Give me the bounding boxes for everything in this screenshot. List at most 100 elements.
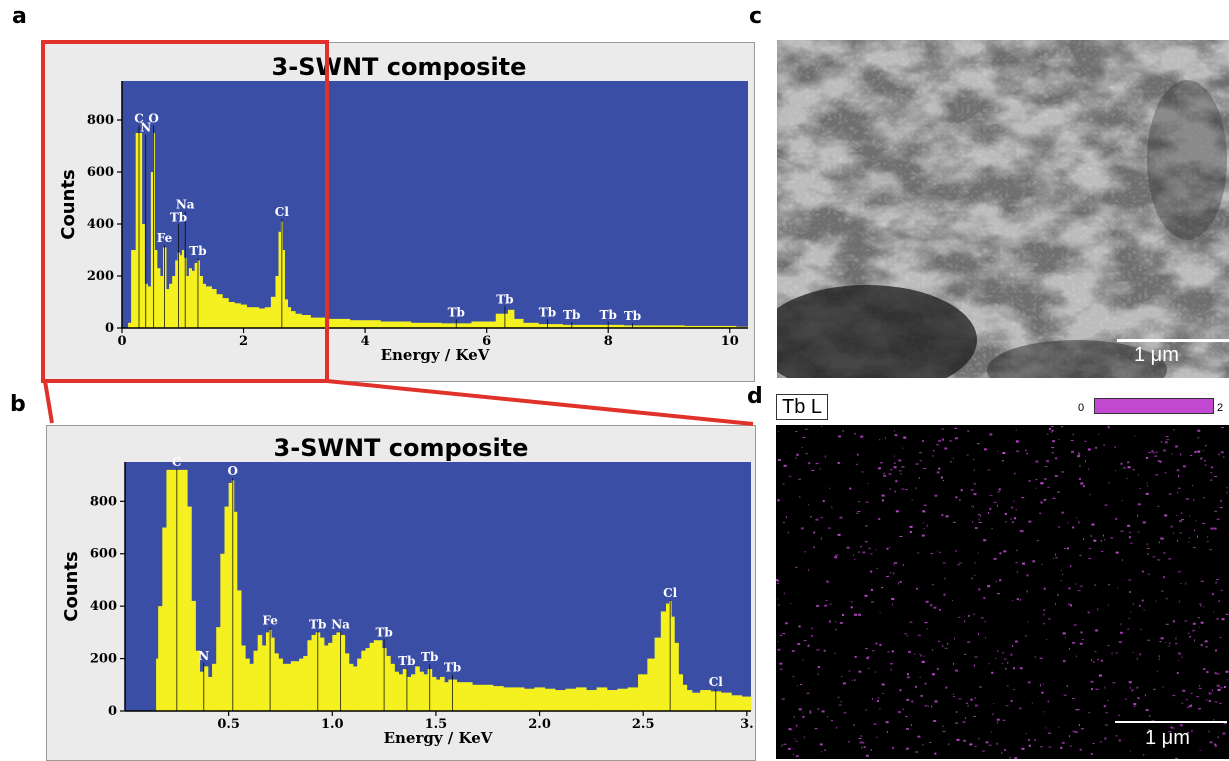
map-dot [796,724,798,727]
zoom-connector-right [326,379,754,426]
map-dot [901,488,905,490]
map-dot [1211,593,1214,596]
map-dot [973,715,977,717]
map-dot [1019,667,1021,670]
map-dot [1091,523,1095,526]
map-dot [1223,685,1226,688]
map-dot [819,743,823,746]
map-dot [979,514,981,517]
map-dot [1143,609,1145,611]
spectrum-bar [311,634,317,711]
map-dot [1188,541,1190,543]
map-dot [1177,487,1181,489]
map-dot [922,522,924,524]
spectrum-bar [402,669,408,711]
map-dot [1077,455,1081,458]
map-dot [1178,474,1180,476]
map-dot [942,644,944,647]
spectrum-bar [170,469,176,711]
map-dot [809,711,812,714]
map-dot [920,654,922,657]
map-dot [987,585,991,588]
map-dot [1003,658,1007,660]
spectrum-bar [369,642,375,711]
map-dot [954,437,958,440]
chart-title-b: 3-SWNT composite [273,434,529,462]
map-dot [799,495,801,498]
map-dot [1098,674,1102,677]
spectrum-bar [555,690,566,711]
map-dot [1132,651,1134,653]
map-dot [1168,558,1171,560]
spectrum-bar [562,324,594,328]
map-dot [1209,479,1213,481]
map-dot [951,600,953,602]
map-dot [1147,573,1150,575]
map-dot [1150,744,1152,746]
map-dot [872,650,875,652]
map-dot [1219,637,1222,639]
spectrum-bar [325,318,351,328]
map-dot [1200,621,1204,624]
map-dot [1175,757,1179,759]
map-dot [1019,598,1021,601]
map-dot [1083,538,1085,541]
map-dot [1187,632,1190,634]
map-dot [820,537,822,540]
map-dot [1115,735,1118,737]
map-dot [1089,494,1091,496]
map-dot [1085,460,1087,463]
map-dot [829,487,831,489]
map-dot [953,662,955,665]
x-tick-label: 0 [117,334,126,349]
map-dot [954,427,958,429]
spectrum-bar [415,666,420,711]
map-dot [1200,644,1203,647]
map-dot [1011,521,1014,524]
map-dot [1131,689,1134,692]
map-dot [1028,479,1031,482]
spectrum-bar [172,276,176,328]
map-dot [802,715,805,718]
map-dot [1146,553,1149,555]
spectrum-bar [638,674,648,711]
map-dot [1203,668,1206,671]
map-dot [1219,702,1222,704]
map-dot [1185,699,1188,701]
map-dot [992,713,994,716]
spectrum-bar [287,307,292,328]
spectrum-bar [286,663,292,711]
map-dot [1006,685,1009,687]
map-dot [1166,439,1170,441]
map-dot [1047,486,1050,488]
map-dot [1092,743,1095,745]
map-dot [1061,471,1065,473]
map-dot [817,708,820,710]
map-dot [1104,686,1106,689]
map-dot [1101,659,1104,662]
map-dot [1199,626,1201,628]
map-dot [1127,466,1131,469]
map-dot [1015,509,1017,511]
x-tick-label: 6 [482,334,491,349]
map-dot [824,749,826,752]
spectrum-bar [212,663,217,711]
map-dot [965,717,967,720]
spectrum-bar [365,648,370,711]
map-dot [1010,653,1013,656]
map-dot [825,599,828,601]
spectrum-bar [411,674,416,711]
map-dot [879,462,883,464]
map-dot [915,463,919,465]
map-dot [1090,534,1092,537]
spectrum-bar [660,611,667,711]
map-dot [1200,604,1202,607]
map-dot [905,747,909,750]
map-dot [1204,445,1207,447]
map-dot [870,748,872,751]
map-dot [1004,521,1007,523]
map-dot [801,446,803,448]
map-dot [1146,547,1150,549]
map-dot [850,601,853,603]
spectrum-bar [275,276,279,328]
